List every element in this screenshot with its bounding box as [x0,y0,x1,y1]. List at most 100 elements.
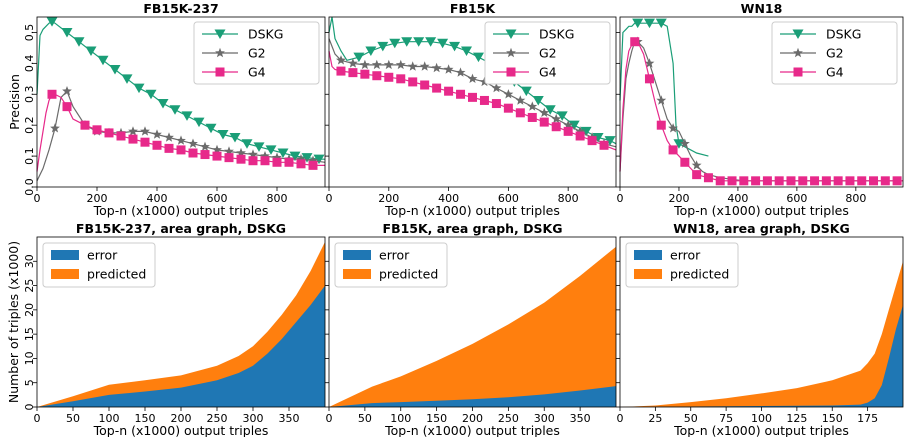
y-axis-label: Number of triples (x1000) [6,241,21,403]
data-point [527,112,537,122]
data-point [798,176,808,186]
y-tick-label: 0.3 [23,86,36,104]
data-point [296,159,306,169]
data-point [140,137,150,147]
data-point [236,147,246,158]
data-point [260,156,270,166]
y-tick-label: 0.4 [23,55,36,72]
legend-label: G2 [539,46,557,61]
legend-marker [506,67,516,77]
x-tick-label: 0 [617,192,624,205]
legend-swatch [343,269,371,279]
data-point [644,58,655,68]
x-tick-label: 600 [498,192,519,205]
x-tick-label: 200 [378,192,399,205]
data-point [630,37,640,47]
data-point [296,154,306,164]
x-tick-label: 350 [279,412,300,425]
data-point [655,18,667,29]
data-point [668,145,678,155]
data-point [503,89,514,99]
data-point [389,38,401,49]
data-point [260,150,270,161]
y-tick-label: 0.5 [23,24,36,42]
data-point [786,176,796,186]
legend: error predicted [334,242,448,288]
data-point [479,76,490,87]
chart-panel: 0 50 100 150 200 250 300 350 FB15K, area graph, … [325,221,617,437]
data-point [224,153,234,163]
data-point [241,139,253,149]
legend: error predicted [625,242,739,288]
legend-label: error [87,248,118,263]
data-point [437,38,449,49]
data-point [762,176,772,186]
legend-frame [484,21,611,85]
data-point [532,95,544,106]
legend-label: predicted [87,267,146,282]
data-point [592,133,604,143]
legend-frame [193,21,320,85]
y-tick-label: 0.0 [23,178,36,196]
data-point [157,99,169,109]
data-point [217,129,229,140]
x-tick-label: 250 [498,412,519,425]
x-tick-label: 50 [684,412,698,425]
data-point [810,176,820,186]
data-point [365,46,377,56]
data-point [703,173,713,183]
data-point [348,58,358,68]
chart-title: WN18 [741,1,783,16]
y-tick-label: 0 [23,404,36,411]
data-point [200,141,210,151]
data-point [551,113,562,124]
data-point [892,176,902,186]
legend-label: G4 [248,65,266,80]
data-point [727,176,737,186]
data-point [556,111,568,121]
y-tick-label: 25 [23,279,36,293]
chart-panel: 0 25 50 75 100 125 150 175 WN18, area graph, DSK… [616,221,904,437]
data-point [359,59,370,70]
x-tick-label: 150 [822,412,843,425]
data-point [145,89,157,100]
series-line [619,22,709,157]
data-point [449,41,461,52]
data-point [224,146,234,156]
data-point [301,153,313,163]
chart-title: FB15K-237, area graph, DSKG [76,221,286,236]
data-point [353,52,365,63]
x-tick-label: 600 [207,192,228,205]
data-point [248,149,258,159]
x-tick-label: 400 [438,192,459,205]
x-tick-label: 0 [326,192,333,205]
data-point [419,61,430,71]
data-point [277,148,289,158]
data-point [679,138,690,148]
x-tick-label: 75 [719,412,733,425]
x-tick-label: 0 [326,412,333,425]
data-point [527,101,538,111]
data-point [265,145,277,155]
data-point [551,122,561,132]
data-point [845,176,855,186]
data-point [401,37,413,47]
data-point [673,139,685,149]
data-point [46,17,58,27]
data-point [467,73,478,83]
chart-title: FB15K [450,1,496,16]
legend-swatch [343,250,371,260]
data-point [50,123,60,133]
data-point [188,148,198,158]
x-tick-label: 200 [668,192,689,205]
x-tick-label: 125 [786,412,807,425]
area-predicted [620,261,903,407]
data-point [468,92,477,102]
data-point [456,89,466,99]
plot-frame [328,16,617,188]
data-point [568,120,580,131]
y-tick-label: 15 [23,327,36,341]
data-point [599,140,609,150]
data-point [739,176,749,186]
data-point [308,160,318,170]
